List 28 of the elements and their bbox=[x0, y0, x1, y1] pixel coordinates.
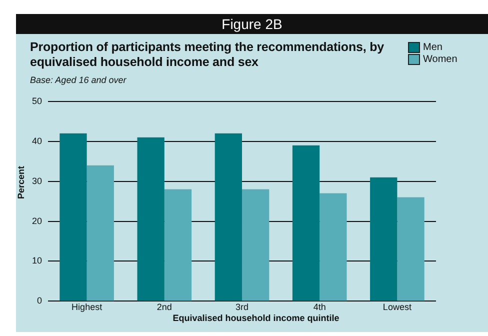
y-tick-label: 30 bbox=[32, 176, 42, 186]
y-axis-title: Percent bbox=[16, 166, 26, 199]
y-tick-label: 20 bbox=[32, 216, 42, 226]
y-tick-label: 40 bbox=[32, 136, 42, 146]
bar bbox=[164, 189, 192, 301]
bar bbox=[214, 133, 242, 301]
x-tick-label: Highest bbox=[72, 302, 103, 312]
y-tick-label: 0 bbox=[36, 296, 42, 306]
bar bbox=[60, 133, 87, 301]
bar bbox=[86, 165, 114, 301]
x-axis-title: Equivalised household income quintile bbox=[172, 313, 340, 323]
y-tick-label: 50 bbox=[32, 96, 42, 106]
bar bbox=[292, 145, 320, 301]
bar bbox=[370, 177, 398, 301]
bar bbox=[320, 193, 347, 301]
chart-title: Proportion of participants meeting the recommendations, by equivalised household income and sex bbox=[30, 40, 385, 70]
legend-label: Women bbox=[423, 54, 458, 64]
bar bbox=[397, 197, 424, 301]
bar bbox=[137, 137, 164, 301]
legend-label: Men bbox=[423, 42, 442, 52]
y-tick-label: 10 bbox=[32, 256, 42, 266]
chart-subtitle: Base: Aged 16 and over bbox=[30, 75, 126, 85]
caption: Figure 2B bbox=[16, 14, 488, 34]
x-tick-label: 3rd bbox=[236, 302, 249, 312]
x-tick-label: Lowest bbox=[382, 302, 412, 312]
x-tick-label: 2nd bbox=[156, 302, 172, 312]
bar bbox=[242, 189, 270, 301]
x-tick-label: 4th bbox=[313, 302, 326, 312]
